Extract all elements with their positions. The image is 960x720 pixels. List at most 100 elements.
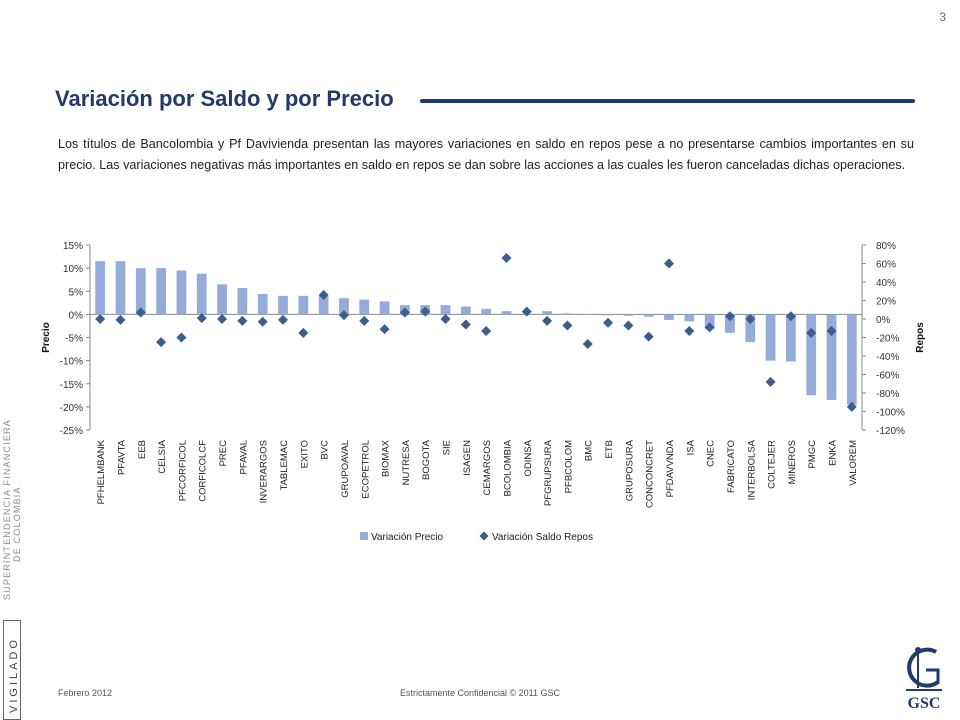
y-tick-label: -20% (60, 403, 83, 414)
x-tick-label: PREC (218, 440, 229, 467)
x-tick-label: PFAVTA (116, 439, 127, 475)
x-tick-label: TABLEMAC (279, 440, 290, 491)
y-tick-label: -10% (60, 357, 83, 368)
bar-pfhelmbank (95, 261, 106, 315)
bar-biomax (379, 301, 390, 315)
x-tick-label: ISA (685, 439, 696, 455)
marker-pfbcolom (562, 320, 573, 331)
marker-bogota (420, 306, 431, 317)
bar-bcolombia (501, 311, 512, 315)
x-tick-label: ODINSA (523, 439, 534, 476)
marker-sie (440, 314, 451, 324)
marker-prec (217, 314, 228, 324)
marker-pfavta (115, 314, 126, 325)
price-repos-chart: 15% 10% 5% 0% -5% -10% -15% -20% -25% 80% 60% 40% 20… (41, 241, 926, 543)
x-tick-label: BMC (584, 440, 595, 461)
legend-label-precio: Variación Precio (371, 532, 444, 543)
watermark-line-1: SUPERINTENDENCIA FINANCIERA (2, 419, 12, 600)
x-tick-label: INTERBOLSA (746, 439, 757, 500)
bar-pfavta (115, 261, 126, 315)
marker-pfaval (237, 315, 248, 326)
bar-pfaval (237, 288, 248, 315)
marker-inverargos (257, 316, 268, 327)
marker-bvc (318, 289, 329, 300)
bar-enka (826, 314, 837, 400)
bar-inverargos (257, 294, 268, 315)
x-tick-label: CEMARGOS (482, 440, 493, 495)
marker-odinsa (521, 306, 532, 317)
x-tick-label: NUTRESA (401, 439, 412, 485)
x-tick-label: EEB (137, 440, 148, 459)
supervision-watermark: SUPERINTENDENCIA FINANCIERA DE COLOMBIA … (0, 419, 26, 720)
footer-confidential: Estrictamente Confidencial © 2011 GSC (399, 688, 561, 698)
x-tick-label: PFBCOLOM (563, 440, 574, 493)
x-tick-label: COLTEJER (767, 440, 778, 489)
legend-bar-swatch (360, 532, 368, 540)
x-tick-label: PFDAVVNDA (665, 439, 676, 497)
marker-exito (298, 327, 309, 338)
marker-corficolcf (196, 313, 207, 324)
y-tick-label: 15% (63, 241, 83, 252)
marker-celsia (156, 337, 167, 348)
marker-cemargos (481, 326, 492, 337)
x-tick-label: INVERARGOS (259, 440, 270, 503)
marker-isa (684, 326, 695, 337)
bar-corficolcf (196, 273, 207, 315)
bar-celsia (156, 268, 166, 315)
x-tick-label: BVC (320, 440, 331, 460)
bar-isa (684, 314, 695, 322)
marker-ecopetrol (359, 315, 370, 326)
legend-marker-swatch (479, 531, 489, 541)
vigilado-text: VIGILADO (8, 637, 20, 713)
x-tick-label: PMGC (807, 440, 818, 469)
marker-enka (826, 326, 837, 337)
marker-grupoaval (338, 310, 349, 321)
marker-etb (603, 317, 614, 328)
bar-pmgc (806, 314, 817, 396)
bar-pfcorficol (176, 270, 187, 315)
x-tick-label: PFGRUPSURA (543, 439, 554, 506)
bar-isagen (460, 306, 471, 315)
y2-tick-label: 20% (876, 297, 896, 308)
bar-valorem (846, 314, 857, 405)
y2-tick-label: 80% (876, 241, 896, 252)
marker-pfhelmbank (95, 314, 106, 324)
marker-mineros (785, 311, 796, 322)
marker-fabricato (724, 311, 735, 322)
x-tick-label: GRUPOAVAL (340, 440, 351, 498)
bar-coltejer (765, 314, 776, 361)
marker-pfcorficol (176, 332, 187, 343)
body-paragraph: Los títulos de Bancolombia y Pf Davivien… (58, 137, 914, 172)
y-tick-label: -5% (65, 334, 83, 345)
logo-dot (915, 647, 921, 653)
y2-tick-label: -60% (876, 371, 899, 382)
x-tick-label: FABRICATO (726, 440, 737, 493)
marker-cnec (704, 322, 715, 333)
marker-nutresa (399, 307, 410, 318)
y-tick-label: -25% (60, 426, 83, 437)
watermark-text: SUPERINTENDENCIA FINANCIERA DE COLOMBIA (2, 419, 22, 600)
gsc-logo: GSC (906, 647, 942, 712)
x-tick-label: PFHELMBANK (96, 439, 107, 504)
x-tick-label: ETB (604, 440, 615, 458)
y2-tick-label: -80% (876, 389, 899, 400)
vigilado-box: VIGILADO (3, 620, 21, 720)
y2-tick-label: -100% (876, 408, 905, 419)
y-axis-title: Precio (41, 322, 52, 353)
logo-g-arc (907, 647, 940, 688)
bar-pfgrupsura (542, 311, 552, 315)
legend-label-repos: Variación Saldo Repos (492, 532, 593, 543)
watermark-line-2: DE COLOMBIA (12, 486, 22, 562)
marker-pfgrupsura (542, 315, 553, 326)
x-tick-label: PFAVAL (238, 440, 249, 475)
x-tick-label: CONCONCRET (645, 440, 656, 508)
y2-tick-label: -120% (876, 426, 905, 437)
bar-pfbcolom (562, 313, 573, 315)
footer-date: Febrero 2012 (58, 688, 113, 698)
y-tick-label: 10% (63, 264, 83, 275)
logo-text: GSC (908, 695, 941, 712)
x-tick-label: MINEROS (787, 440, 798, 484)
bar-mineros (786, 314, 796, 362)
bar-eeb (135, 268, 146, 315)
marker-valorem (846, 401, 857, 412)
